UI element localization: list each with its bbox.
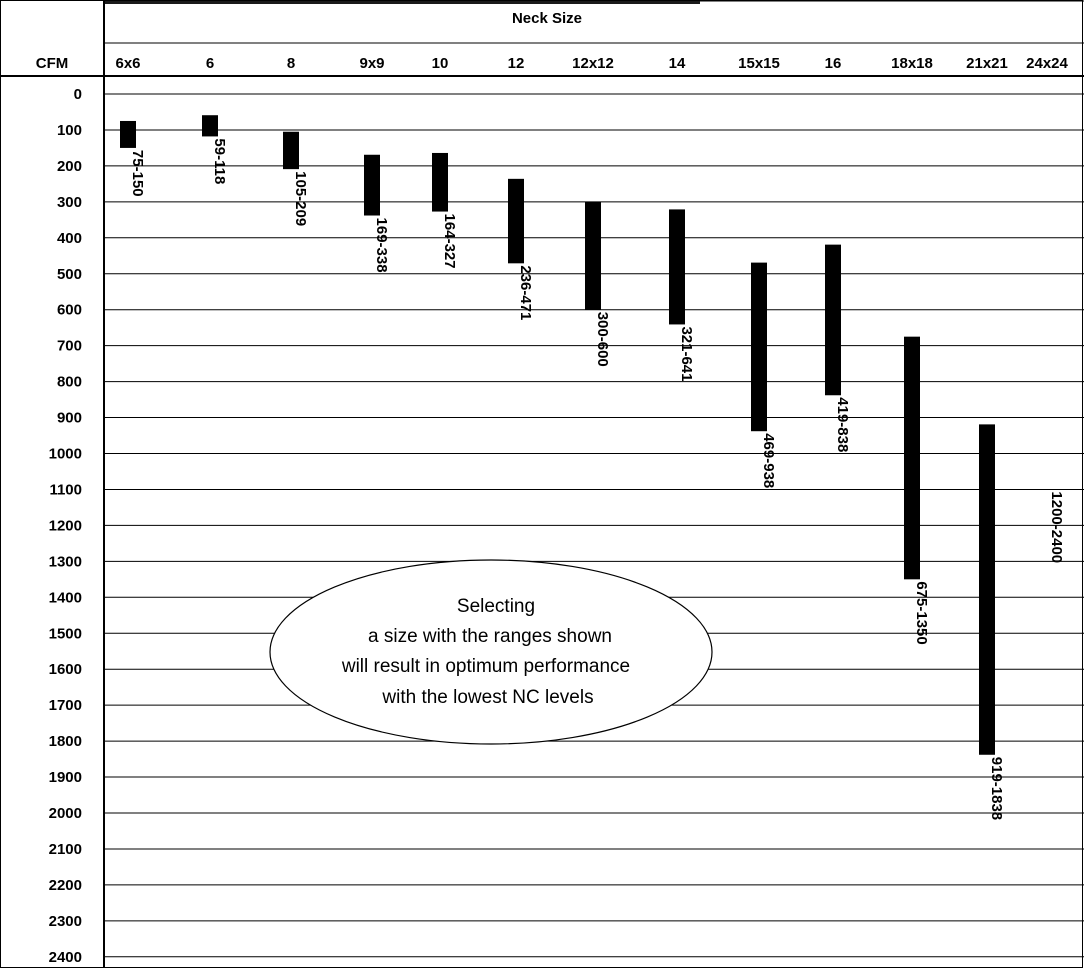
y-tick-label-2100: 2100 bbox=[49, 841, 82, 858]
y-tick-label-2300: 2300 bbox=[49, 913, 82, 930]
range-labels: 75-150 59-118 105-209 169-338 164-327 236-471… bbox=[129, 138, 1065, 820]
chart-title: Neck Size bbox=[512, 10, 582, 27]
range-label-18x18: 675-1350 bbox=[913, 581, 930, 644]
y-tick-label-1800: 1800 bbox=[49, 733, 82, 750]
y-tick-labels: 0 100 200 300 400 500 600 700 800 900 1000 1100 1200… bbox=[49, 86, 82, 966]
category-label-21x21: 21x21 bbox=[966, 55, 1008, 72]
y-tick-label-1900: 1900 bbox=[49, 769, 82, 786]
range-label-14: 321-641 bbox=[678, 326, 695, 381]
category-label-9x9: 9x9 bbox=[359, 55, 384, 72]
y-tick-label-2200: 2200 bbox=[49, 877, 82, 894]
y-tick-label-800: 800 bbox=[57, 374, 82, 391]
y-tick-label-1500: 1500 bbox=[49, 625, 82, 642]
category-label-14: 14 bbox=[669, 55, 686, 72]
y-tick-label-0: 0 bbox=[74, 86, 82, 103]
y-tick-label-200: 200 bbox=[57, 158, 82, 175]
y-tick-label-700: 700 bbox=[57, 338, 82, 355]
category-label-12x12: 12x12 bbox=[572, 55, 614, 72]
y-tick-label-1300: 1300 bbox=[49, 553, 82, 570]
category-label-12: 12 bbox=[508, 55, 525, 72]
y-tick-label-600: 600 bbox=[57, 302, 82, 319]
range-label-21x21: 919-1838 bbox=[988, 757, 1005, 820]
category-label-24x24: 24x24 bbox=[1026, 55, 1068, 72]
range-label-6x6: 75-150 bbox=[129, 150, 146, 197]
category-label-18x18: 18x18 bbox=[891, 55, 933, 72]
range-bar-6 bbox=[202, 115, 218, 137]
y-tick-label-1000: 1000 bbox=[49, 446, 82, 463]
y-tick-label-1400: 1400 bbox=[49, 589, 82, 606]
category-label-6: 6 bbox=[206, 55, 214, 72]
gridlines bbox=[104, 93, 1084, 958]
annotation-line-3: will result in optimum performance bbox=[341, 656, 630, 677]
range-label-8: 105-209 bbox=[292, 171, 309, 226]
y-tick-label-2400: 2400 bbox=[49, 949, 82, 966]
range-bar-9x9 bbox=[364, 154, 380, 216]
range-bar-14 bbox=[669, 209, 685, 325]
range-bar-12 bbox=[508, 178, 524, 264]
category-label-10: 10 bbox=[432, 55, 449, 72]
y-tick-label-300: 300 bbox=[57, 194, 82, 211]
y-tick-label-1100: 1100 bbox=[49, 481, 82, 498]
range-bar-6x6 bbox=[120, 120, 136, 148]
range-bar-12x12 bbox=[585, 201, 601, 310]
range-label-12: 236-471 bbox=[517, 265, 534, 320]
annotation-line-4: with the lowest NC levels bbox=[381, 687, 593, 708]
annotation: Selecting a size with the ranges shown w… bbox=[269, 559, 713, 745]
range-bars bbox=[120, 115, 995, 755]
range-bar-15x15 bbox=[751, 262, 767, 432]
annotation-line-2: a size with the ranges shown bbox=[368, 626, 612, 647]
range-label-15x15: 469-938 bbox=[760, 433, 777, 488]
range-label-6: 59-118 bbox=[211, 138, 228, 184]
y-tick-label-1600: 1600 bbox=[49, 661, 82, 678]
category-label-16: 16 bbox=[825, 55, 842, 72]
range-label-10: 164-327 bbox=[441, 214, 458, 269]
y-tick-label-400: 400 bbox=[57, 230, 82, 247]
range-bar-16 bbox=[825, 244, 841, 396]
category-label-6x6: 6x6 bbox=[115, 55, 140, 72]
y-axis-label: CFM bbox=[36, 55, 69, 72]
range-bar-18x18 bbox=[904, 336, 920, 580]
annotation-ellipse bbox=[269, 559, 713, 745]
range-label-9x9: 169-338 bbox=[373, 218, 390, 273]
y-tick-label-1200: 1200 bbox=[49, 517, 82, 534]
y-tick-label-900: 900 bbox=[57, 410, 82, 427]
annotation-line-1: Selecting bbox=[457, 596, 535, 617]
range-bar-21x21 bbox=[979, 424, 995, 755]
y-tick-label-500: 500 bbox=[57, 266, 82, 283]
range-bar-10 bbox=[432, 152, 448, 212]
range-label-24x24: 1200-2400 bbox=[1048, 491, 1065, 563]
range-label-12x12: 300-600 bbox=[594, 312, 611, 367]
category-label-8: 8 bbox=[287, 55, 295, 72]
y-tick-label-100: 100 bbox=[57, 122, 82, 139]
y-tick-label-2000: 2000 bbox=[49, 805, 82, 822]
range-bar-8 bbox=[283, 131, 299, 170]
top-band bbox=[104, 0, 700, 4]
range-label-16: 419-838 bbox=[834, 397, 851, 452]
category-label-15x15: 15x15 bbox=[738, 55, 780, 72]
y-tick-label-1700: 1700 bbox=[49, 697, 82, 714]
category-labels: 6x6 6 8 9x9 10 12 12x12 14 15x15 16 18x18 21x21 24x2… bbox=[115, 55, 1068, 72]
